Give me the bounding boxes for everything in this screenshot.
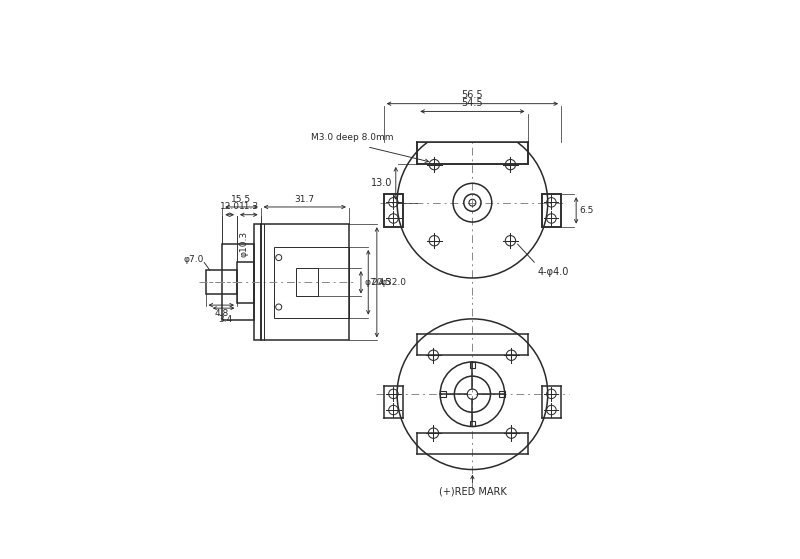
Text: 4-φ4.0: 4-φ4.0 <box>537 267 569 277</box>
Bar <box>417 100 528 143</box>
Text: 6.5: 6.5 <box>579 206 594 215</box>
Bar <box>254 224 261 340</box>
Bar <box>418 143 527 164</box>
Text: 31.7: 31.7 <box>294 195 315 203</box>
Text: 15.5: 15.5 <box>231 195 251 203</box>
Text: 56.5: 56.5 <box>462 90 483 100</box>
Text: φ7.0: φ7.0 <box>183 255 203 264</box>
Text: φ10.3: φ10.3 <box>239 231 249 257</box>
Text: 54.5: 54.5 <box>462 97 483 107</box>
Text: 11.3: 11.3 <box>238 202 259 211</box>
Bar <box>542 195 561 226</box>
Bar <box>222 244 254 320</box>
Text: (+)RED MARK: (+)RED MARK <box>438 487 506 497</box>
Text: 13.0: 13.0 <box>370 178 392 188</box>
Bar <box>206 270 237 295</box>
Text: 4.8: 4.8 <box>214 309 228 318</box>
Bar <box>274 247 349 318</box>
Text: 3.4: 3.4 <box>218 315 233 324</box>
Bar <box>440 391 446 397</box>
Bar <box>499 391 505 397</box>
Bar <box>418 134 527 164</box>
Text: φ7.4: φ7.4 <box>364 278 385 287</box>
Bar <box>418 433 527 454</box>
Bar <box>384 195 403 226</box>
Bar <box>470 421 475 427</box>
Bar <box>418 334 527 356</box>
Text: φ32.0: φ32.0 <box>380 278 406 287</box>
Text: 12.0: 12.0 <box>220 202 240 211</box>
Bar <box>470 362 475 367</box>
Text: M3.0 deep 8.0mm: M3.0 deep 8.0mm <box>311 134 394 143</box>
Bar <box>261 224 349 340</box>
Bar <box>237 262 254 303</box>
Bar <box>296 268 318 296</box>
Text: 20.5: 20.5 <box>372 278 392 287</box>
